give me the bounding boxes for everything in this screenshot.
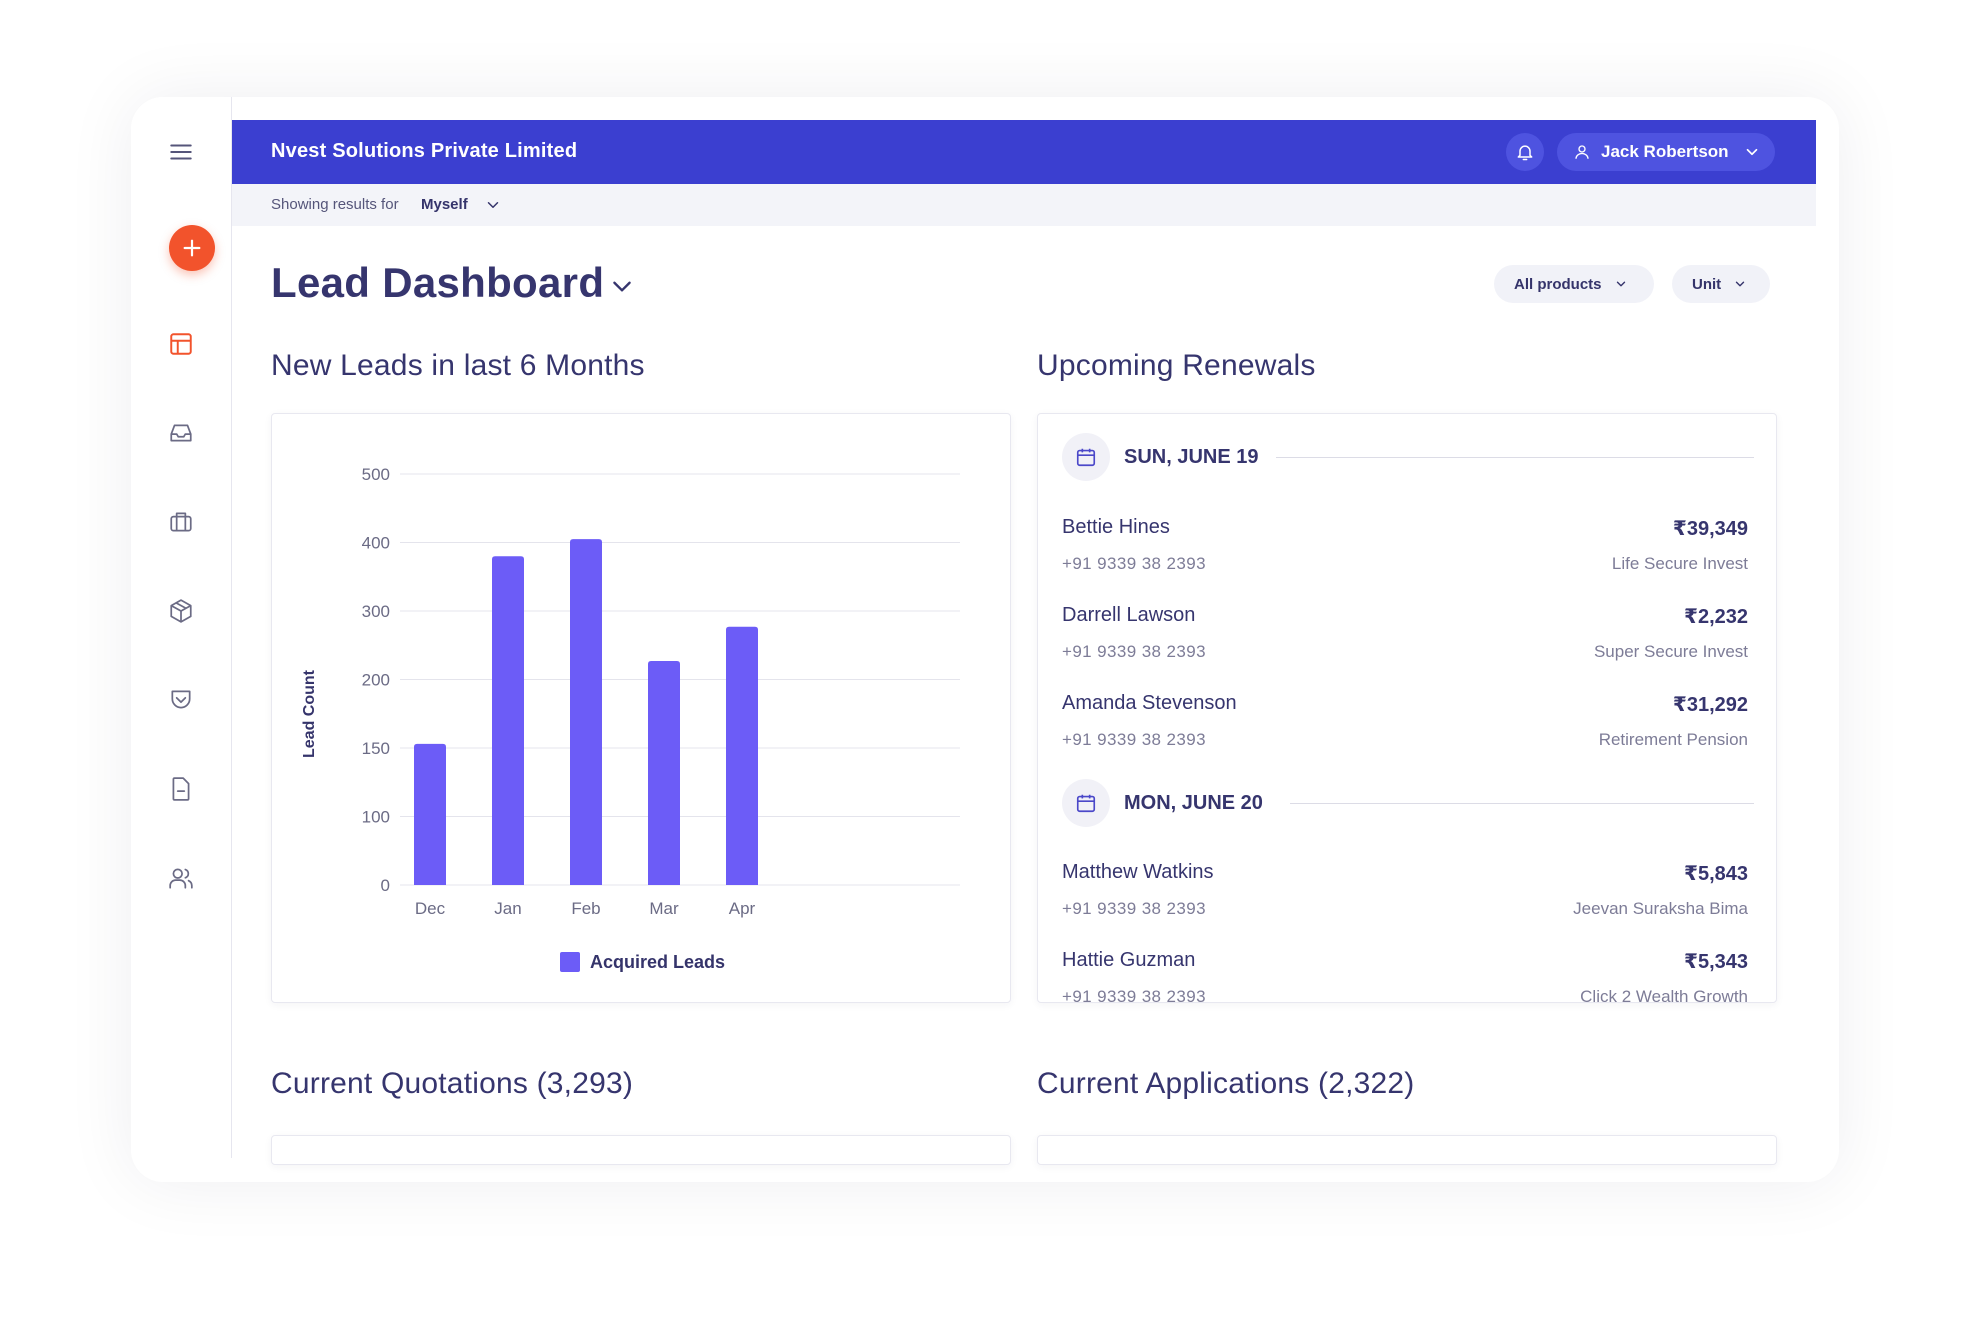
- y-tick-label: 400: [362, 534, 390, 553]
- bell-icon: [1517, 145, 1533, 161]
- renewal-amount: ₹2,232: [1684, 606, 1748, 628]
- applications-card: [1037, 1135, 1777, 1165]
- calendar-icon: [1062, 779, 1110, 827]
- user-icon: [1575, 145, 1589, 159]
- inbox-icon[interactable]: [166, 418, 196, 448]
- plus-icon: [183, 239, 201, 257]
- customer-name: Bettie Hines: [1062, 516, 1170, 538]
- policy-product: Life Secure Invest: [1611, 554, 1748, 573]
- renewal-item[interactable]: Bettie Hines +91 9339 38 2393 ₹39,349 Li…: [1062, 516, 1748, 586]
- products-filter[interactable]: All products: [1494, 265, 1654, 303]
- bar-chart: 0 100 150 200 300 400 500 Dec Jan Feb Mar Apr Lead…: [301, 465, 960, 972]
- y-tick-label: 500: [362, 465, 390, 484]
- legend-swatch: [560, 952, 580, 972]
- notifications-button[interactable]: [1506, 133, 1544, 171]
- renewal-amount: ₹5,843: [1684, 863, 1748, 885]
- quotations-title: Current Quotations (3,293): [271, 1067, 634, 1100]
- renewal-date: SUN, JUNE 19: [1124, 446, 1259, 468]
- policy-product: Click 2 Wealth Growth: [1580, 987, 1748, 1003]
- bar-dec[interactable]: [414, 743, 446, 885]
- quotations-card: [271, 1135, 1011, 1165]
- scope-selector[interactable]: Myself: [421, 196, 468, 213]
- chevron-down-icon[interactable]: [484, 196, 502, 214]
- policy-product: Jeevan Suraksha Bima: [1573, 899, 1748, 918]
- customer-name: Darrell Lawson: [1062, 604, 1196, 626]
- policy-product: Retirement Pension: [1598, 730, 1748, 749]
- renewal-item[interactable]: Hattie Guzman +91 9339 38 2393 ₹5,343 Cl…: [1062, 949, 1748, 1003]
- renewal-date: MON, JUNE 20: [1124, 792, 1263, 814]
- top-bar: Nvest Solutions Private Limited Jack Rob…: [232, 120, 1816, 184]
- legend-label: Acquired Leads: [590, 952, 725, 972]
- renewal-amount: ₹39,349: [1672, 518, 1748, 540]
- x-tick-label: Mar: [649, 899, 679, 918]
- customer-name: Matthew Watkins: [1062, 861, 1214, 883]
- new-leads-chart-card: 0 100 150 200 300 400 500 Dec Jan Feb Mar Apr Lead…: [271, 413, 1011, 1003]
- customer-phone: +91 9339 38 2393: [1062, 554, 1206, 573]
- renewals-card: SUN, JUNE 19 Bettie Hines +91 9339 38 23…: [1037, 413, 1777, 1003]
- applications-title: Current Applications (2,322): [1037, 1067, 1415, 1100]
- unit-filter-label: Unit: [1692, 275, 1722, 293]
- y-axis-label: Lead Count: [301, 669, 318, 758]
- y-tick-label: 200: [362, 671, 390, 690]
- bar-mar[interactable]: [648, 661, 680, 885]
- user-name: Jack Robertson: [1601, 142, 1729, 161]
- company-name: Nvest Solutions Private Limited: [271, 140, 578, 162]
- policy-product: Super Secure Invest: [1593, 642, 1748, 661]
- bar-jan[interactable]: [492, 556, 524, 885]
- divider: [1290, 803, 1754, 804]
- renewal-item[interactable]: Amanda Stevenson +91 9339 38 2393 ₹31,29…: [1062, 692, 1748, 762]
- showing-label: Showing results for: [271, 196, 399, 213]
- y-tick-label: 150: [362, 739, 390, 758]
- new-leads-title: New Leads in last 6 Months: [271, 349, 645, 382]
- renewal-amount: ₹31,292: [1672, 694, 1748, 716]
- customer-name: Amanda Stevenson: [1062, 692, 1237, 714]
- package-icon[interactable]: [166, 596, 196, 626]
- app-window: Nvest Solutions Private Limited Jack Rob…: [131, 97, 1839, 1182]
- chevron-down-icon: [1616, 281, 1625, 287]
- add-button[interactable]: [169, 225, 215, 271]
- chevron-down-icon: [1735, 281, 1745, 287]
- menu-icon[interactable]: [166, 137, 196, 167]
- sidebar: [131, 97, 232, 1158]
- pocket-icon[interactable]: [166, 685, 196, 715]
- products-filter-label: All products: [1514, 275, 1602, 293]
- x-tick-label: Jan: [494, 899, 521, 918]
- customer-phone: +91 9339 38 2393: [1062, 987, 1206, 1003]
- x-tick-label: Dec: [415, 899, 446, 918]
- y-tick-label: 0: [381, 876, 390, 895]
- dashboard-switcher-chevron-icon[interactable]: [609, 273, 635, 299]
- document-icon[interactable]: [166, 774, 196, 804]
- renewal-amount: ₹5,343: [1684, 951, 1748, 973]
- customer-phone: +91 9339 38 2393: [1062, 899, 1206, 918]
- customer-phone: +91 9339 38 2393: [1062, 730, 1206, 749]
- chevron-down-icon: [1746, 148, 1757, 156]
- y-tick-label: 100: [362, 808, 390, 827]
- customer-name: Hattie Guzman: [1062, 949, 1196, 971]
- users-icon[interactable]: [166, 863, 196, 893]
- renewals-title: Upcoming Renewals: [1037, 349, 1316, 382]
- page-title: Lead Dashboard: [271, 259, 605, 306]
- briefcase-icon[interactable]: [166, 507, 196, 537]
- customer-phone: +91 9339 38 2393: [1062, 642, 1206, 661]
- divider: [1276, 457, 1754, 458]
- renewal-date-header: SUN, JUNE 19: [1062, 433, 1754, 481]
- scope-bar: Showing results for Myself: [232, 184, 1816, 226]
- y-tick-label: 300: [362, 602, 390, 621]
- x-tick-label: Feb: [571, 899, 600, 918]
- renewal-item[interactable]: Matthew Watkins +91 9339 38 2393 ₹5,843 …: [1062, 861, 1748, 931]
- bar-apr[interactable]: [726, 626, 758, 885]
- unit-filter[interactable]: Unit: [1672, 265, 1770, 303]
- calendar-icon: [1062, 433, 1110, 481]
- renewal-date-header: MON, JUNE 20: [1062, 779, 1754, 827]
- dashboard-icon[interactable]: [166, 329, 196, 359]
- user-menu-button[interactable]: Jack Robertson: [1557, 133, 1775, 171]
- bar-feb[interactable]: [570, 539, 602, 885]
- renewal-item[interactable]: Darrell Lawson +91 9339 38 2393 ₹2,232 S…: [1062, 604, 1748, 674]
- x-tick-label: Apr: [729, 899, 756, 918]
